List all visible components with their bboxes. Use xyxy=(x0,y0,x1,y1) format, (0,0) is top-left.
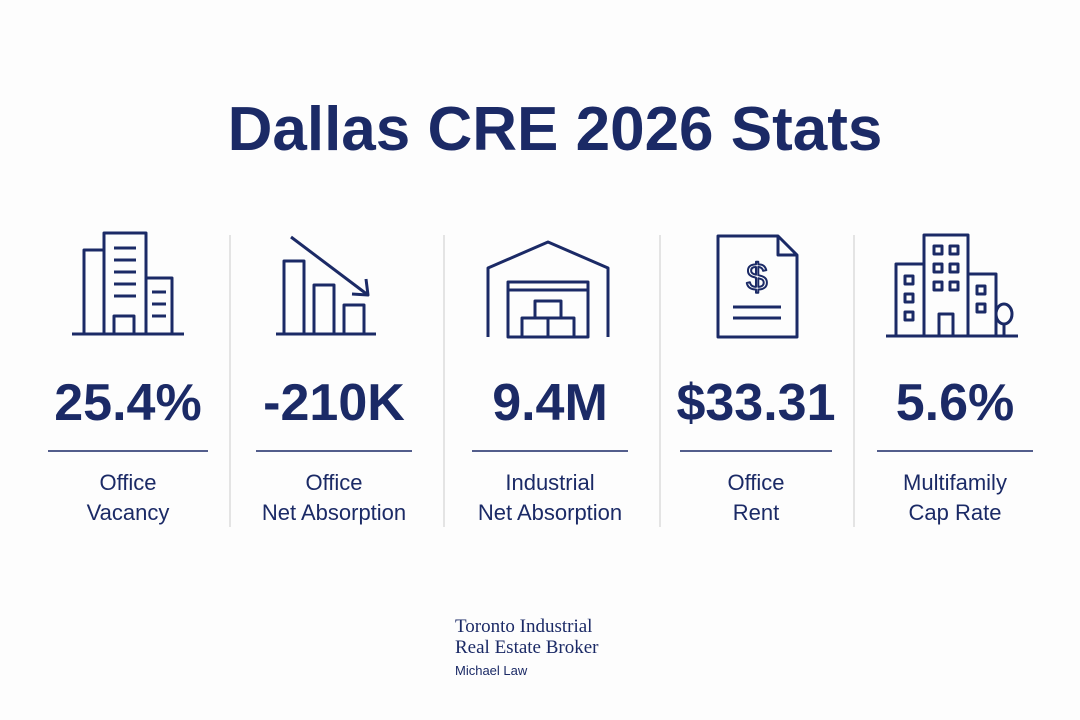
svg-text:$: $ xyxy=(746,257,767,299)
stat-label: Multifamily xyxy=(903,470,1007,495)
stat-label: Cap Rate xyxy=(909,500,1002,525)
stat-label: Net Absorption xyxy=(262,500,406,525)
stat-value: 5.6% xyxy=(896,374,1015,432)
stat-label: Office xyxy=(727,470,784,495)
icon-rent: $ xyxy=(716,234,799,339)
stat-label: Office xyxy=(99,470,156,495)
dividers xyxy=(229,235,855,527)
stat-value: 9.4M xyxy=(492,374,608,432)
stat-label: Office xyxy=(305,470,362,495)
stats: 25.4% Office Vacancy -210K Office Net Absorpt… xyxy=(48,374,1033,525)
footer-brand: Real Estate Broker xyxy=(455,637,599,658)
stat-label: Industrial xyxy=(505,470,594,495)
stat-value: $33.31 xyxy=(676,374,835,432)
stat-value: -210K xyxy=(263,374,405,432)
icon-warehouse xyxy=(486,240,610,339)
title: Dallas CRE 2026 Stats xyxy=(228,95,883,164)
stat-label: Net Absorption xyxy=(478,500,622,525)
stat-label: Rent xyxy=(733,500,779,525)
icon-multifamily xyxy=(886,233,1018,338)
footer-brand: Toronto Industrial xyxy=(455,616,592,637)
footer-name: Michael Law xyxy=(455,663,528,678)
icon-office xyxy=(72,231,184,336)
icon-absorption-down xyxy=(276,235,376,336)
stat-label: Vacancy xyxy=(87,500,170,525)
stat-value: 25.4% xyxy=(54,374,201,432)
